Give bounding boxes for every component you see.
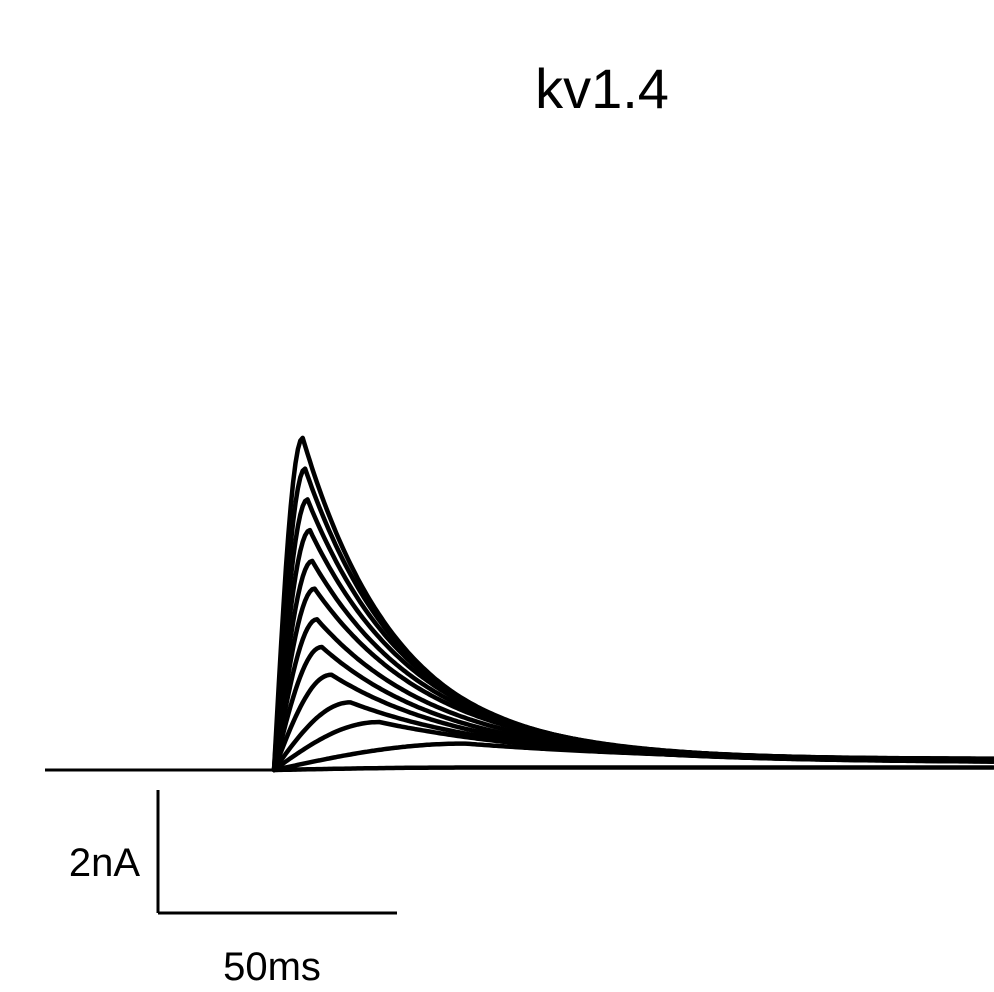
- time-scale-label: 50ms: [223, 945, 321, 989]
- current-trace-12: [271, 741, 994, 773]
- current-trace-5: [271, 558, 994, 773]
- current-trace-3: [271, 497, 994, 773]
- current-trace-1: [271, 435, 994, 773]
- current-trace-13: [271, 765, 994, 773]
- scale-bar: 2nA 50ms: [69, 790, 397, 989]
- chart-title: kv1.4: [535, 57, 669, 120]
- trace-group: [271, 435, 994, 773]
- current-scale-label: 2nA: [69, 841, 140, 885]
